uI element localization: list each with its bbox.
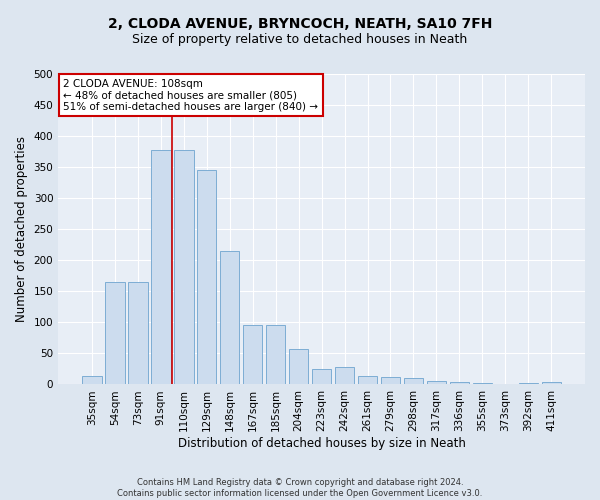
Bar — [381, 377, 400, 384]
Bar — [335, 367, 355, 384]
Text: 2, CLODA AVENUE, BRYNCOCH, NEATH, SA10 7FH: 2, CLODA AVENUE, BRYNCOCH, NEATH, SA10 7… — [108, 18, 492, 32]
Bar — [243, 326, 262, 384]
Bar — [105, 282, 125, 384]
Bar — [542, 382, 561, 384]
Bar — [358, 376, 377, 384]
Bar — [518, 383, 538, 384]
Bar — [82, 376, 101, 384]
X-axis label: Distribution of detached houses by size in Neath: Distribution of detached houses by size … — [178, 437, 466, 450]
Bar — [404, 378, 423, 384]
Bar — [266, 326, 286, 384]
Bar — [220, 251, 239, 384]
Text: Size of property relative to detached houses in Neath: Size of property relative to detached ho… — [133, 32, 467, 46]
Bar — [197, 170, 217, 384]
Bar — [427, 380, 446, 384]
Bar — [174, 150, 194, 384]
Bar — [473, 383, 492, 384]
Y-axis label: Number of detached properties: Number of detached properties — [15, 136, 28, 322]
Bar — [151, 150, 170, 384]
Bar — [289, 349, 308, 384]
Bar — [449, 382, 469, 384]
Bar — [312, 369, 331, 384]
Text: Contains HM Land Registry data © Crown copyright and database right 2024.
Contai: Contains HM Land Registry data © Crown c… — [118, 478, 482, 498]
Text: 2 CLODA AVENUE: 108sqm
← 48% of detached houses are smaller (805)
51% of semi-de: 2 CLODA AVENUE: 108sqm ← 48% of detached… — [64, 78, 319, 112]
Bar — [128, 282, 148, 384]
